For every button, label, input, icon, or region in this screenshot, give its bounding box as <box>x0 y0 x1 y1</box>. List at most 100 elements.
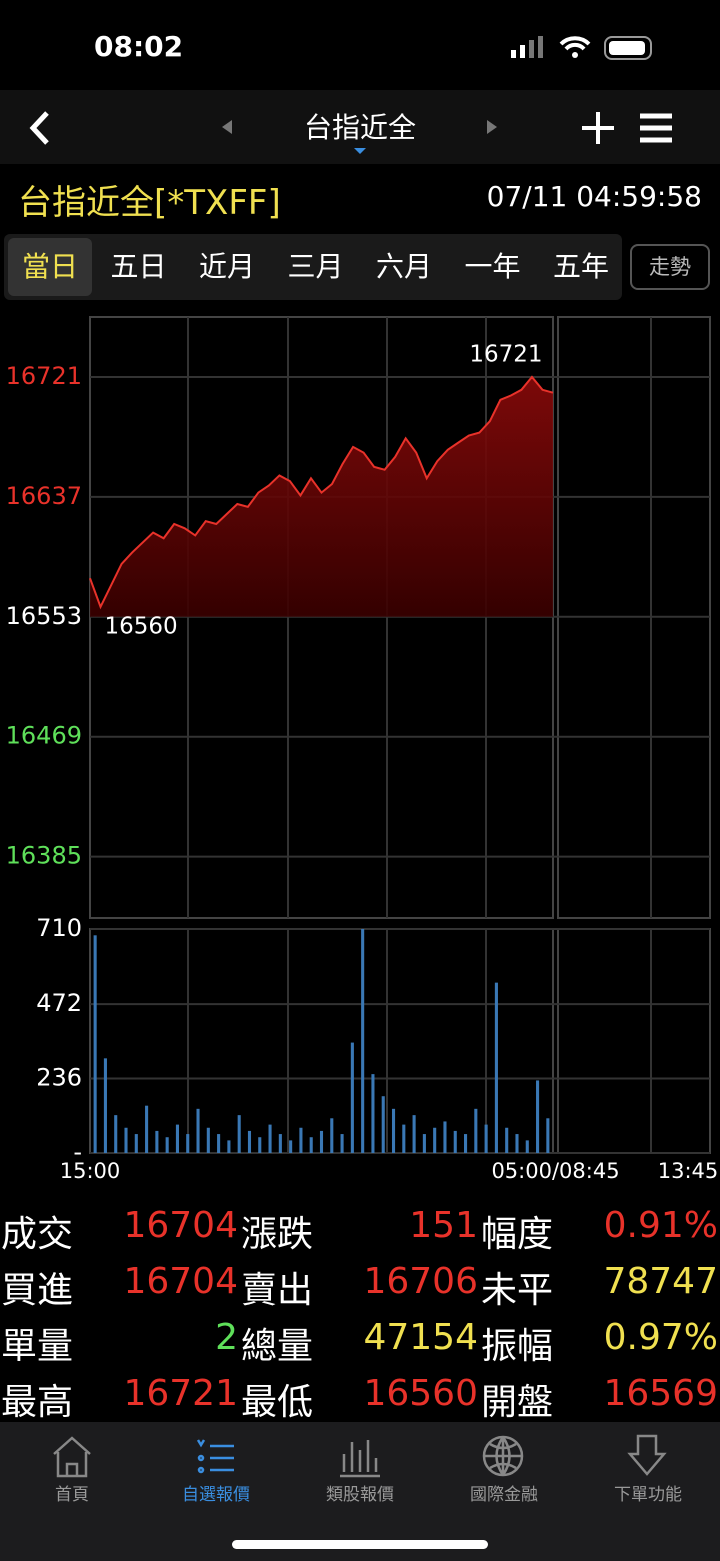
quote-label: 賣出 <box>241 1270 314 1311</box>
volume-bar <box>484 1124 488 1153</box>
back-button[interactable] <box>25 108 55 148</box>
volume-bar <box>371 1074 375 1153</box>
volume-bar <box>402 1124 406 1153</box>
volume-bar <box>412 1115 416 1153</box>
dropdown <box>354 148 366 154</box>
volume-bar <box>124 1127 128 1153</box>
y-tick-label: - <box>73 1138 82 1166</box>
volume-bar <box>227 1140 231 1153</box>
volume-bar <box>433 1127 437 1153</box>
y-tick-label: 710 <box>36 914 82 942</box>
volume-bar <box>134 1134 138 1153</box>
y-tick-label: 16469 <box>6 722 82 750</box>
low-label: 16560 <box>105 613 178 639</box>
bottom-tab[interactable]: 自選報價 <box>182 1485 250 1505</box>
quote-label: 總量 <box>241 1326 314 1367</box>
quote-value: 0.97% <box>603 1317 718 1358</box>
tab[interactable]: 五日 <box>110 250 167 283</box>
x-axis-label: 13:45 <box>658 1159 719 1183</box>
quote-label: 單量 <box>1 1326 74 1367</box>
y-tick-label: 16385 <box>6 842 82 870</box>
volume-bar <box>93 935 97 1153</box>
bottom-tab[interactable]: 下單功能 <box>614 1485 682 1505</box>
tab[interactable]: 當日 <box>8 238 92 296</box>
volume-bar <box>525 1140 529 1153</box>
tab-icons <box>53 1434 667 1478</box>
nav-bar: 台指近全 <box>0 90 720 164</box>
x-axis-label: 05:00/08:45 <box>491 1159 619 1183</box>
chart: 16721 16637 16553 16469 16385 16721 16560 - 236 4… <box>6 316 719 1183</box>
bottom-bar: 首頁 自選報價 類股報價 國際金融 下單功能 <box>0 1422 720 1561</box>
volume-bar <box>536 1080 540 1153</box>
volume-bar <box>546 1118 550 1153</box>
volume-bar <box>474 1108 478 1153</box>
trend-button[interactable]: 走勢 <box>630 244 710 290</box>
volume-bar <box>309 1137 313 1153</box>
volume-bar <box>186 1134 190 1153</box>
tab[interactable]: 三月 <box>287 250 344 283</box>
volume-bar <box>361 929 365 1153</box>
quote-label: 成交 <box>1 1214 74 1255</box>
volume-bar <box>391 1108 396 1153</box>
status-icons <box>511 36 652 60</box>
timestamp: 07/11 04:59:58 <box>486 180 702 213</box>
area <box>90 376 553 617</box>
y-tick-label: 236 <box>36 1064 82 1092</box>
next-arrow[interactable] <box>485 118 499 136</box>
tab[interactable]: 近月 <box>198 250 255 283</box>
nav-title[interactable]: 台指近全 <box>303 111 416 144</box>
volume-bar <box>237 1115 241 1153</box>
volume-bar <box>217 1134 221 1153</box>
volume-bar <box>145 1105 149 1153</box>
symbol: 台指近全[*TXFF] <box>18 183 281 223</box>
quote-label: 開盤 <box>481 1382 554 1423</box>
volume-bar <box>114 1115 118 1153</box>
panel-frame <box>89 928 554 1154</box>
volume-bar <box>453 1130 457 1153</box>
volume-bar <box>155 1130 159 1153</box>
x-axis-label: 15:00 <box>60 1159 121 1183</box>
volume-bar <box>175 1124 179 1153</box>
quote-value: 78747 <box>603 1261 718 1302</box>
panel-frame <box>557 928 711 1154</box>
status-time: 08:02 <box>94 30 184 63</box>
quote-label: 幅度 <box>481 1214 554 1255</box>
volume-bar <box>319 1130 324 1153</box>
y-tick-label: 16637 <box>6 482 82 510</box>
volume-bar <box>206 1127 210 1153</box>
tab[interactable]: 五年 <box>552 250 609 283</box>
volume-bar <box>330 1118 334 1153</box>
quote-value: 16721 <box>123 1373 238 1414</box>
quote-label: 最高 <box>1 1382 74 1423</box>
volume-bar <box>247 1130 252 1153</box>
volume-bar <box>258 1137 262 1153</box>
volume-bar <box>340 1134 344 1153</box>
y-tick-label: 472 <box>36 989 82 1017</box>
quote-value: 16569 <box>603 1373 718 1414</box>
tab[interactable]: 六月 <box>375 250 432 283</box>
home-indicator <box>232 1540 488 1549</box>
volume-bar <box>443 1121 447 1153</box>
volume-bar <box>464 1134 468 1153</box>
high-label: 16721 <box>469 341 542 367</box>
y-tick-label: 16721 <box>6 362 82 390</box>
quote-value: 151 <box>409 1205 478 1246</box>
volume-bar <box>350 1042 354 1153</box>
prev-arrow[interactable] <box>220 118 234 136</box>
bottom-tab[interactable]: 類股報價 <box>326 1485 394 1505</box>
price-line <box>89 375 554 610</box>
volume-bar <box>165 1137 169 1153</box>
quote-value: 2 <box>215 1317 238 1358</box>
bottom-tab[interactable]: 首頁 <box>55 1485 89 1505</box>
y-tick-label: 16553 <box>6 602 82 630</box>
quote-label: 買進 <box>1 1270 74 1311</box>
volume-bar <box>422 1134 426 1153</box>
quote-value: 16706 <box>363 1261 478 1302</box>
volume-bar <box>196 1108 200 1153</box>
volume-bar <box>299 1127 303 1153</box>
bottom-tab[interactable]: 國際金融 <box>470 1485 538 1505</box>
nav-actions[interactable] <box>580 110 680 146</box>
tab[interactable]: 一年 <box>464 250 521 283</box>
volume-bar <box>278 1134 282 1153</box>
